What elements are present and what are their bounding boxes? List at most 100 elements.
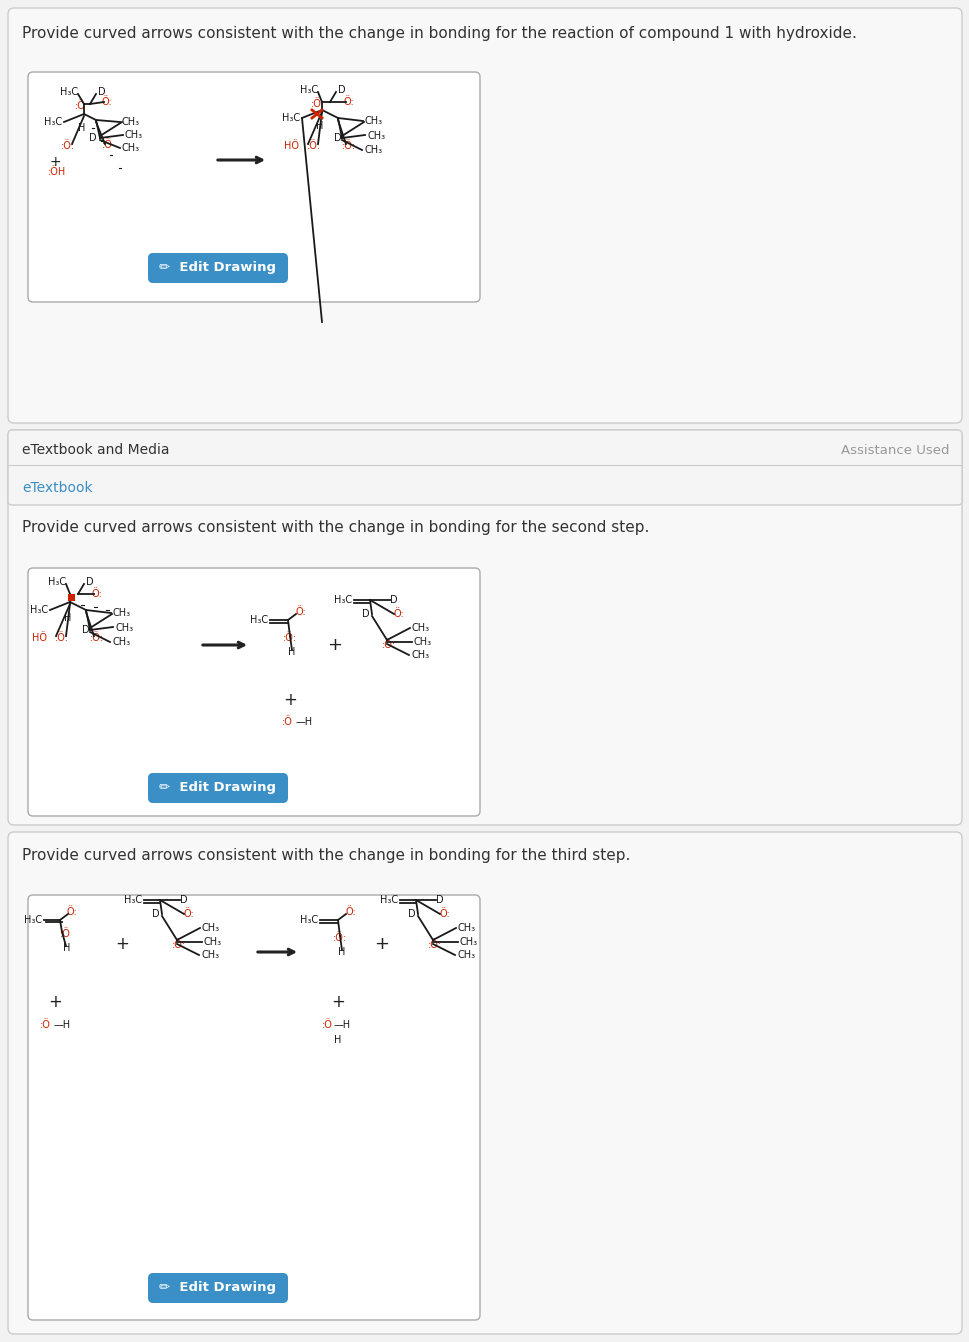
- Text: :Ö: :Ö: [322, 1020, 332, 1031]
- Text: :Ö:: :Ö:: [342, 141, 356, 152]
- Text: CH₃: CH₃: [364, 145, 383, 154]
- Text: Ö:: Ö:: [344, 97, 355, 107]
- Text: Ö:: Ö:: [346, 907, 357, 917]
- Text: D: D: [337, 85, 345, 95]
- Text: ✏  Edit Drawing: ✏ Edit Drawing: [159, 1282, 276, 1295]
- Text: H: H: [334, 1035, 341, 1045]
- Text: —H: —H: [333, 1020, 351, 1031]
- Text: D: D: [82, 625, 90, 635]
- Text: :Ö: :Ö: [40, 1020, 50, 1031]
- FancyBboxPatch shape: [28, 568, 480, 816]
- Text: :Ö:: :Ö:: [382, 640, 395, 650]
- Text: D: D: [361, 609, 369, 619]
- Text: :Ö:: :Ö:: [61, 141, 75, 152]
- Text: :Ö: :Ö: [310, 99, 321, 109]
- Text: Assistance Used: Assistance Used: [841, 443, 949, 456]
- Text: CH₃: CH₃: [414, 637, 431, 647]
- Text: :ÖH: :ÖH: [47, 166, 66, 177]
- FancyBboxPatch shape: [148, 773, 288, 803]
- Text: eTextbook and Media: eTextbook and Media: [22, 443, 170, 458]
- Text: :Ö:: :Ö:: [283, 633, 297, 643]
- Text: CH₃: CH₃: [364, 115, 383, 126]
- Text: eTextbook: eTextbook: [22, 480, 92, 495]
- Text: :Ö: :Ö: [75, 101, 85, 111]
- Text: CH₃: CH₃: [116, 623, 134, 633]
- Text: —H: —H: [296, 717, 313, 727]
- Text: Ö:: Ö:: [440, 909, 451, 919]
- Text: Ö:: Ö:: [67, 907, 78, 917]
- Text: D: D: [86, 577, 94, 586]
- Text: H: H: [288, 647, 296, 658]
- Text: D: D: [98, 87, 106, 97]
- Text: H₃C: H₃C: [250, 615, 267, 625]
- Text: H₃C: H₃C: [24, 915, 42, 925]
- Text: D: D: [390, 595, 397, 605]
- Text: +: +: [115, 935, 129, 953]
- Text: D: D: [334, 133, 341, 144]
- Text: Ö:: Ö:: [102, 97, 112, 107]
- Text: :Ö: :Ö: [282, 717, 293, 727]
- Text: —H: —H: [54, 1020, 71, 1031]
- Text: :Ö: :Ö: [60, 929, 71, 939]
- FancyBboxPatch shape: [8, 832, 961, 1334]
- Text: Provide curved arrows consistent with the change in bonding for the reaction of : Provide curved arrows consistent with th…: [22, 25, 856, 42]
- FancyBboxPatch shape: [28, 72, 480, 302]
- Text: H₃C: H₃C: [299, 85, 318, 95]
- Text: CH₃: CH₃: [367, 132, 386, 141]
- Text: +: +: [328, 636, 342, 654]
- Text: +: +: [374, 935, 390, 953]
- FancyBboxPatch shape: [28, 895, 480, 1321]
- Text: :Ö:: :Ö:: [332, 933, 347, 943]
- Text: +: +: [330, 993, 345, 1011]
- Text: +: +: [283, 691, 297, 709]
- Text: CH₃: CH₃: [459, 937, 478, 947]
- Text: Ö:: Ö:: [296, 607, 306, 617]
- Text: :Ö:: :Ö:: [90, 633, 104, 643]
- Text: H₃C: H₃C: [299, 915, 318, 925]
- Text: CH₃: CH₃: [457, 950, 476, 960]
- Text: H: H: [338, 947, 345, 957]
- Text: CH₃: CH₃: [412, 623, 429, 633]
- Text: :Ö:: :Ö:: [427, 939, 442, 950]
- Text: H₃C: H₃C: [124, 895, 141, 905]
- Text: Provide curved arrows consistent with the change in bonding for the third step.: Provide curved arrows consistent with th…: [22, 848, 630, 863]
- FancyBboxPatch shape: [8, 429, 961, 825]
- Text: D: D: [89, 133, 97, 144]
- Text: CH₃: CH₃: [202, 950, 220, 960]
- Bar: [68, 595, 75, 601]
- Text: CH₃: CH₃: [412, 650, 429, 660]
- Text: H₃C: H₃C: [60, 87, 78, 97]
- Text: :Ö: :Ö: [102, 140, 112, 150]
- Text: +: +: [49, 154, 61, 169]
- Text: D: D: [435, 895, 443, 905]
- Text: H₃C: H₃C: [380, 895, 397, 905]
- Text: HÖ: HÖ: [33, 633, 47, 643]
- FancyBboxPatch shape: [8, 8, 961, 423]
- Text: CH₃: CH₃: [112, 608, 131, 619]
- Text: H: H: [64, 613, 72, 623]
- Text: Ö:: Ö:: [393, 609, 404, 619]
- Text: CH₃: CH₃: [203, 937, 222, 947]
- Text: H: H: [78, 123, 85, 133]
- Text: D: D: [180, 895, 187, 905]
- Text: :Ö:: :Ö:: [306, 141, 321, 152]
- Text: H₃C: H₃C: [282, 113, 299, 123]
- Text: Ö:: Ö:: [184, 909, 195, 919]
- Text: :Ö:: :Ö:: [172, 939, 186, 950]
- Text: H₃C: H₃C: [47, 577, 66, 586]
- FancyBboxPatch shape: [148, 1274, 288, 1303]
- Text: H₃C: H₃C: [30, 605, 47, 615]
- Text: D: D: [152, 909, 160, 919]
- Text: ✏  Edit Drawing: ✏ Edit Drawing: [159, 262, 276, 275]
- Text: Ö:: Ö:: [92, 589, 103, 599]
- Text: CH₃: CH₃: [112, 637, 131, 647]
- Text: HÖ: HÖ: [284, 141, 299, 152]
- Text: +: +: [48, 993, 62, 1011]
- FancyBboxPatch shape: [148, 254, 288, 283]
- Text: CH₃: CH₃: [125, 130, 143, 140]
- Text: Provide curved arrows consistent with the change in bonding for the second step.: Provide curved arrows consistent with th…: [22, 519, 648, 535]
- Text: CH₃: CH₃: [122, 117, 140, 127]
- FancyBboxPatch shape: [8, 429, 961, 505]
- Text: ✏  Edit Drawing: ✏ Edit Drawing: [159, 781, 276, 794]
- Text: D: D: [408, 909, 416, 919]
